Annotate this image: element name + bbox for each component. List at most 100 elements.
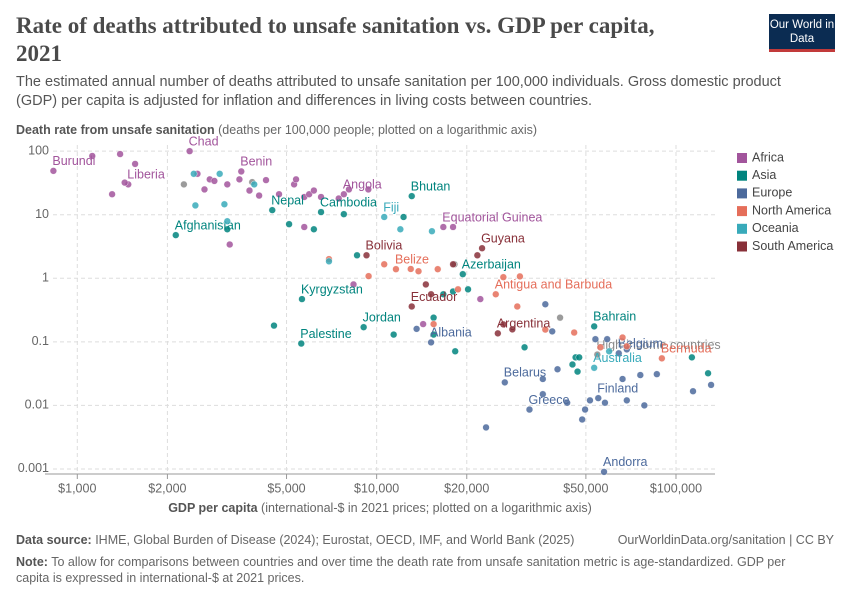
point	[596, 343, 604, 351]
x-tick-label: $2,000	[148, 481, 186, 495]
y-tick-label: 0.1	[32, 334, 49, 348]
point	[380, 260, 388, 268]
point	[591, 335, 599, 343]
legend-label: North America	[752, 203, 831, 217]
point	[268, 206, 276, 214]
point	[539, 375, 547, 383]
note: Note: To allow for comparisons between c…	[16, 554, 816, 586]
point	[131, 160, 139, 168]
point	[422, 280, 430, 289]
point-label: Cambodia	[320, 195, 377, 209]
point-label: Kyrgyzstan	[301, 282, 363, 296]
point	[245, 186, 254, 195]
point	[513, 302, 521, 311]
point	[223, 225, 231, 233]
point	[600, 468, 608, 476]
y-tick-label: 1	[42, 271, 49, 285]
point	[501, 378, 509, 386]
point-label: Bermuda	[661, 342, 712, 356]
point	[658, 354, 666, 362]
point	[220, 200, 228, 208]
point	[640, 401, 648, 409]
point	[317, 208, 325, 216]
point	[430, 330, 438, 339]
source: Data source: IHME, Global Burden of Dise…	[16, 533, 574, 547]
point	[362, 251, 371, 259]
point	[516, 272, 524, 281]
point-label: Palestine	[300, 327, 351, 341]
point	[603, 335, 611, 343]
point	[541, 325, 549, 334]
source-label: Data source:	[16, 533, 92, 547]
point	[430, 314, 438, 322]
point	[190, 170, 198, 178]
point-label: Belarus	[504, 366, 546, 380]
point	[439, 223, 447, 231]
point-label: Finland	[597, 381, 638, 395]
point	[413, 325, 421, 333]
point	[270, 322, 278, 330]
point-label: Nepal	[271, 193, 304, 207]
point-label: Greece	[528, 393, 569, 407]
point	[390, 330, 398, 339]
legend-swatch	[737, 170, 747, 181]
point-label: Chad	[189, 134, 219, 148]
point	[563, 399, 571, 407]
point	[335, 194, 343, 203]
point	[235, 175, 244, 183]
point	[49, 167, 57, 175]
point	[408, 192, 416, 200]
point	[653, 370, 661, 378]
point	[408, 302, 416, 311]
note-label: Note:	[16, 555, 48, 569]
point	[548, 327, 556, 335]
point	[636, 371, 644, 379]
point	[186, 147, 194, 155]
point	[439, 290, 447, 298]
point	[520, 343, 529, 351]
point	[454, 285, 462, 293]
point-label: Guyana	[481, 232, 525, 246]
logo[interactable]: Our World in Data	[769, 14, 835, 52]
point	[310, 225, 318, 233]
point	[414, 267, 423, 275]
point-label: Benin	[240, 155, 272, 169]
note-text: To allow for comparisons between countri…	[16, 555, 786, 585]
y-tick-label: 0.001	[18, 461, 49, 475]
point	[380, 213, 388, 221]
point	[615, 349, 623, 357]
point	[226, 240, 234, 249]
point	[223, 217, 231, 225]
point	[482, 423, 490, 432]
x-axis-title: GDP per capita (international-$ in 2021 …	[168, 501, 592, 515]
point	[476, 295, 484, 303]
point	[623, 396, 631, 404]
point-label: Jordan	[363, 310, 401, 324]
point	[180, 180, 188, 188]
legend-label: Africa	[752, 150, 784, 164]
x-tick-label: $50,000	[563, 481, 608, 495]
source-text: IHME, Global Burden of Disease (2024); E…	[91, 533, 575, 547]
subtitle: The estimated annual number of deaths at…	[16, 74, 781, 109]
legend-label: Asia	[752, 168, 776, 182]
point	[427, 338, 435, 346]
url[interactable]: OurWorldinData.org/sanitation | CC BY	[617, 533, 834, 547]
point	[590, 322, 598, 330]
point	[364, 272, 373, 280]
x-tick-label: $10,000	[354, 481, 399, 495]
x-tick-label: $1,000	[58, 481, 96, 495]
point-label: Fiji	[383, 200, 399, 214]
point-label: Bahrain	[593, 310, 636, 324]
point	[601, 399, 609, 407]
point	[594, 394, 602, 402]
legend-label: South America	[752, 239, 833, 253]
point	[345, 185, 353, 194]
point	[556, 314, 564, 322]
point	[605, 347, 613, 355]
y-tick-label: 10	[35, 207, 49, 221]
point-label: Afghanistan	[175, 218, 241, 232]
x-axis-title-main: GDP per capita	[168, 501, 258, 515]
point	[317, 193, 325, 201]
point	[108, 190, 116, 198]
